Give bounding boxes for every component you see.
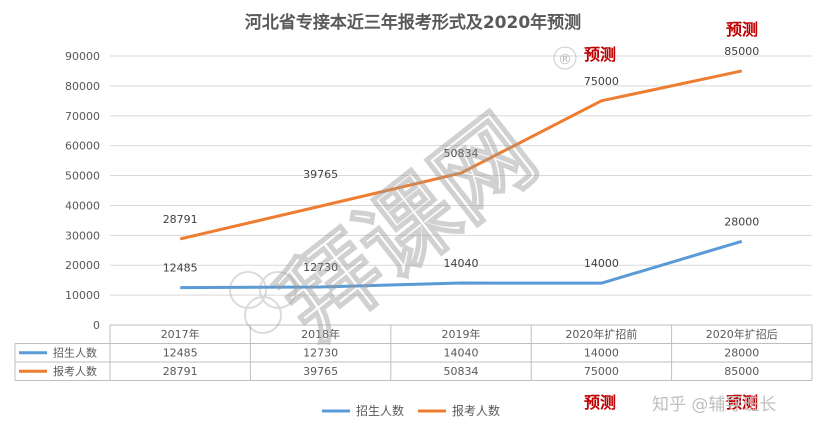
watermark: 拜课网 ®: [229, 46, 577, 361]
table-cell: 75000: [584, 365, 619, 378]
table-cell: 14000: [584, 347, 619, 360]
data-label: 12485: [163, 262, 198, 275]
prediction-label: 预测: [726, 20, 758, 39]
y-tick-label: 0: [93, 319, 100, 332]
chart-title: 河北省专接本近三年报考形式及2020年预测: [245, 12, 581, 33]
y-tick-label: 70000: [65, 110, 100, 123]
x-tick-label: 2018年: [301, 327, 340, 341]
y-axis-ticks: 0 10000 20000 30000 40000 50000 60000 70000 8000…: [65, 50, 100, 332]
table-cell: 28791: [163, 365, 198, 378]
table-cell: 85000: [724, 365, 759, 378]
series-line-applicants: [179, 69, 743, 241]
table-row-label: 招生人数: [53, 346, 97, 360]
prediction-label: 预测: [584, 393, 616, 412]
data-label: 85000: [724, 45, 759, 58]
x-tick-label: 2017年: [161, 327, 200, 341]
y-tick-label: 20000: [65, 259, 100, 272]
data-label: 14000: [584, 257, 619, 270]
table-cell: 12485: [163, 347, 198, 360]
y-tick-label: 40000: [65, 199, 100, 212]
clover-logo-icon: [229, 271, 297, 334]
legend-label: 报考人数: [452, 403, 500, 418]
registered-mark-circle: [553, 46, 577, 70]
y-tick-label: 50000: [65, 170, 100, 183]
table-cell: 50834: [444, 365, 479, 378]
brand-watermark-logo: 拜课网: [260, 95, 556, 361]
prediction-label: 预测: [584, 45, 616, 64]
table-cell: 39765: [303, 365, 338, 378]
x-tick-label: 2019年: [442, 327, 481, 341]
data-labels: 12485 12730 14040 14000 28000 28791 39765 50834…: [163, 45, 760, 275]
data-label: 50834: [444, 147, 479, 160]
data-label: 14040: [444, 257, 479, 270]
table-cell: 14040: [444, 347, 479, 360]
table-cell: 28000: [724, 347, 759, 360]
series-line-enrollment: [180, 239, 743, 290]
credit-watermark: 知乎 @辅导班长: [652, 395, 776, 415]
legend: 招生人数 报考人数: [322, 403, 500, 418]
table-row-label: 报考人数: [53, 364, 97, 378]
registered-mark: ®: [558, 52, 572, 68]
data-label: 28000: [724, 215, 759, 228]
series-lines: [179, 69, 743, 290]
data-label: 28791: [163, 213, 198, 226]
y-tick-label: 30000: [65, 229, 100, 242]
data-label: 39765: [303, 168, 338, 181]
y-tick-label: 80000: [65, 80, 100, 93]
x-tick-label: 2020年扩招后: [706, 327, 778, 341]
x-tick-label: 2020年扩招前: [565, 327, 637, 341]
prediction-label: 预测: [726, 393, 758, 412]
legend-label: 招生人数: [356, 403, 404, 418]
table-cell: 12730: [303, 347, 338, 360]
gridlines: [110, 55, 812, 296]
y-tick-label: 60000: [65, 140, 100, 153]
y-tick-label: 90000: [65, 50, 100, 63]
y-tick-label: 10000: [65, 289, 100, 302]
data-label: 75000: [584, 75, 619, 88]
data-label: 12730: [303, 261, 338, 274]
